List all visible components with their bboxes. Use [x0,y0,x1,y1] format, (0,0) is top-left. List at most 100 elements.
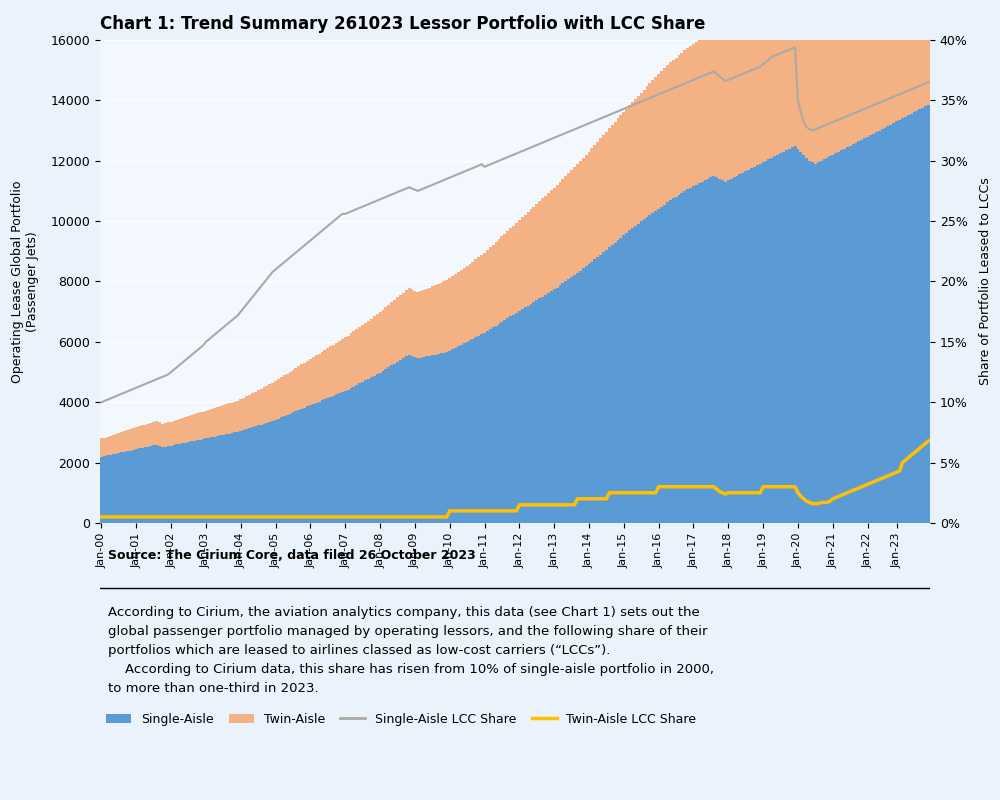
Bar [881,129,884,523]
Legend: Single-Aisle, Twin-Aisle, Single-Aisle LCC Share, Twin-Aisle LCC Share: Single-Aisle, Twin-Aisle, Single-Aisle L… [106,713,696,726]
Bar [651,81,654,213]
Bar [872,134,875,523]
Bar [921,108,924,523]
Single-Aisle LCC Share [95,398,107,407]
Bar [373,317,376,376]
Bar [167,422,170,446]
Bar [155,445,158,523]
Bar [297,410,300,523]
Bar [126,430,129,451]
Bar [411,290,413,356]
Bar [399,360,402,523]
Bar [698,183,701,523]
Bar [837,7,840,152]
Bar [770,158,773,523]
Bar [518,311,521,523]
Bar [921,0,924,108]
Bar [901,0,904,118]
Bar [904,117,907,523]
Bar [576,164,579,273]
Bar [826,158,828,523]
Bar [451,350,454,523]
Bar [567,279,570,523]
Bar [846,1,849,147]
Bar [596,142,599,257]
Bar [457,272,460,346]
Bar [210,438,213,523]
Bar [747,21,750,170]
Bar [750,168,753,523]
Bar [541,198,544,297]
Bar [695,185,698,523]
Bar [477,258,480,336]
Bar [799,152,802,523]
Bar [779,153,782,523]
Bar [294,411,297,523]
Bar [915,0,918,111]
Bar [849,0,852,146]
Bar [907,115,910,523]
Bar [797,149,799,523]
Bar [855,142,857,523]
Bar [367,321,370,379]
Bar [506,318,509,523]
Bar [495,326,498,523]
Bar [901,118,904,523]
Bar [425,356,428,523]
Bar [469,264,471,340]
Bar [506,231,509,318]
Bar [384,307,387,369]
Bar [190,415,193,442]
Bar [808,20,811,161]
Bar [840,150,843,523]
Twin-Aisle LCC Share [214,512,226,522]
Bar [341,392,344,523]
Bar [913,113,915,523]
Bar [173,445,175,523]
Bar [738,174,741,523]
Bar [718,179,721,523]
Bar [396,298,399,362]
Bar [733,178,736,523]
Bar [373,376,376,523]
Bar [741,173,744,523]
Bar [498,324,500,523]
Bar [416,292,419,358]
Bar [884,0,886,127]
Bar [471,339,474,523]
Bar [228,434,231,523]
Bar [257,390,260,426]
Bar [242,398,245,430]
Bar [675,58,678,197]
Bar [486,331,489,523]
Bar [323,399,326,523]
Bar [556,287,559,523]
Bar [521,218,524,310]
Bar [312,358,315,404]
Bar [329,346,332,397]
Bar [672,198,675,523]
Bar [773,4,776,156]
Bar [915,111,918,523]
Bar [390,366,393,523]
Bar [907,0,910,115]
Bar [335,342,338,394]
Bar [335,394,338,523]
Bar [707,33,709,179]
Bar [657,209,660,523]
Bar [797,0,799,149]
Bar [794,146,797,523]
Bar [480,255,483,334]
Bar [765,161,767,523]
Bar [181,443,184,523]
Single-Aisle LCC Share [789,42,801,52]
Bar [515,223,518,313]
Bar [770,6,773,158]
Bar [553,290,556,523]
Bar [625,233,628,523]
Twin-Aisle LCC Share [827,494,839,504]
Bar [294,368,297,411]
Bar [614,242,617,523]
Single-Aisle LCC Share [568,125,580,134]
Bar [605,132,608,250]
